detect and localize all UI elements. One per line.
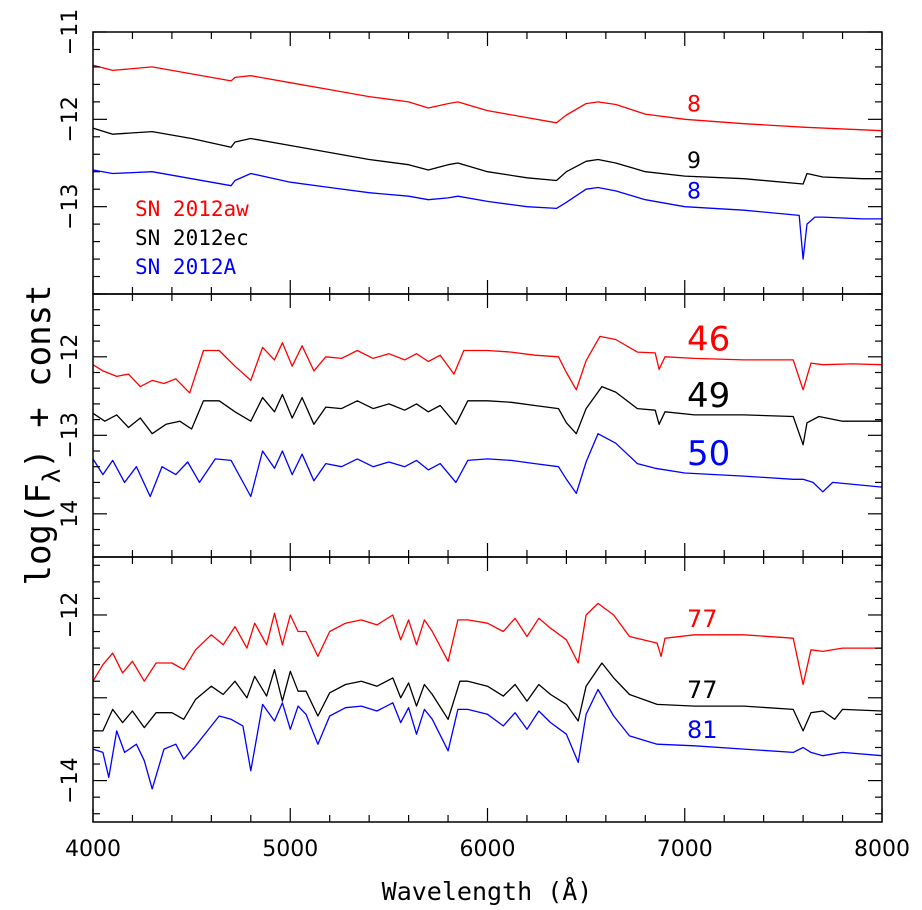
epoch-label-sn2012a-panel-3: 81 bbox=[687, 716, 718, 744]
y-tick-label: 14 bbox=[58, 500, 83, 528]
panel-1: 8 9 8 −13 −12 −11 bbox=[58, 9, 883, 295]
spectrum-sn2012aw-panel-2 bbox=[92, 335, 883, 394]
spectrum-sn2012a-panel-3 bbox=[92, 688, 883, 790]
spectrum-sn2012aw-panel-3 bbox=[92, 602, 882, 686]
y-tick-label: −12 bbox=[58, 592, 83, 638]
y-tick-label: −11 bbox=[58, 9, 83, 55]
panel-2: 46 49 50 14 −13 −12 bbox=[58, 293, 883, 558]
legend-entry-sn2012a: SN 2012A bbox=[135, 255, 237, 279]
y-axis-title-post: ) + const bbox=[19, 284, 59, 468]
spectrum-sn2012ec-panel-3 bbox=[93, 662, 883, 732]
panel-3: 77 77 81 −14 −12 bbox=[58, 556, 883, 823]
y-axis-title-sub: λ bbox=[38, 469, 66, 483]
epoch-label-sn2012aw-panel-1: 8 bbox=[687, 92, 701, 117]
x-tick-label: 7000 bbox=[657, 837, 713, 862]
y-axis-title-pre: log(F bbox=[19, 483, 59, 585]
panel-frame-2 bbox=[92, 293, 883, 558]
y-tick-label: −13 bbox=[58, 412, 83, 458]
panel-frame-3 bbox=[92, 556, 883, 823]
epoch-label-sn2012ec-panel-3: 77 bbox=[687, 676, 718, 704]
spectrum-sn2012aw-panel-1 bbox=[92, 64, 883, 132]
panels-layer: 8 9 8 −13 −12 −11 46 49 50 14 −13 −12 77 77 81 −14 −12 40… bbox=[58, 9, 910, 862]
y-tick-label: −14 bbox=[58, 757, 83, 803]
spectrum-sn2012a-panel-2 bbox=[92, 433, 883, 498]
x-tick-label: 5000 bbox=[262, 837, 318, 862]
legend-entry-sn2012ec: SN 2012ec bbox=[135, 226, 249, 250]
x-tick-label: 6000 bbox=[460, 837, 516, 862]
epoch-label-sn2012aw-panel-2: 46 bbox=[687, 319, 730, 359]
y-axis-title: log(Fλ) + const bbox=[19, 284, 66, 585]
y-tick-label: −12 bbox=[58, 334, 83, 380]
x-tick-label: 4000 bbox=[65, 837, 121, 862]
y-tick-label: −12 bbox=[58, 96, 83, 142]
spectrum-sn2012ec-panel-1 bbox=[92, 127, 882, 185]
x-axis-title: Wavelength (Å) bbox=[382, 877, 593, 906]
epoch-label-sn2012ec-panel-2: 49 bbox=[687, 376, 730, 416]
y-tick-label: −13 bbox=[58, 183, 83, 229]
epoch-label-sn2012a-panel-2: 50 bbox=[687, 434, 730, 474]
epoch-label-sn2012a-panel-1: 8 bbox=[687, 180, 701, 205]
epoch-label-sn2012ec-panel-1: 9 bbox=[687, 149, 701, 174]
x-tick-label: 8000 bbox=[854, 837, 910, 862]
epoch-label-sn2012aw-panel-3: 77 bbox=[687, 605, 718, 633]
spectrum-sn2012a-panel-1 bbox=[92, 169, 882, 260]
spectrum-sn2012ec-panel-2 bbox=[92, 385, 882, 446]
legend-entry-sn2012aw: SN 2012aw bbox=[135, 197, 249, 221]
legend: SN 2012aw SN 2012ec SN 2012A bbox=[135, 197, 249, 279]
